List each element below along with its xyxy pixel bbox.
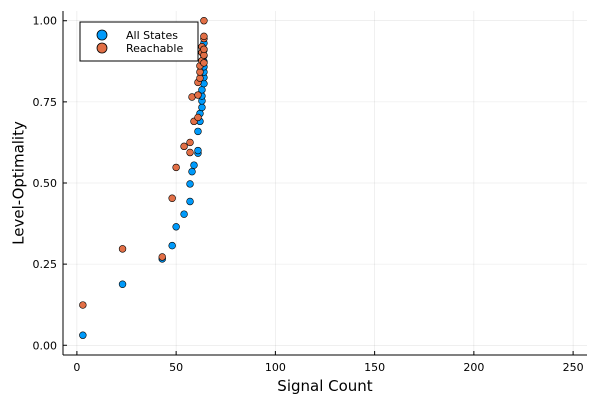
data-point (194, 91, 202, 99)
data-points (79, 17, 208, 339)
x-tick-label: 50 (169, 361, 183, 374)
data-point (200, 59, 208, 67)
data-point (186, 197, 194, 206)
data-point (79, 331, 87, 339)
data-point (168, 194, 176, 202)
data-point (186, 180, 194, 188)
legend: All States Reachable (79, 21, 199, 62)
series-all-states (79, 39, 208, 339)
data-point (188, 167, 196, 176)
y-tick-label: 0.00 (33, 339, 58, 352)
data-point (194, 113, 202, 122)
legend-box (79, 21, 199, 62)
legend-marker-all-states (96, 29, 108, 41)
data-point (194, 127, 202, 136)
grid-lines (63, 11, 587, 355)
legend-label-all-states: All States (126, 29, 178, 42)
data-point (158, 253, 166, 261)
x-tick-label: 100 (265, 361, 286, 374)
data-point (196, 68, 204, 76)
x-tick-label: 200 (463, 361, 484, 374)
y-tick-label: 1.00 (33, 15, 58, 28)
data-point (198, 103, 206, 112)
data-point (172, 223, 180, 231)
series-reachable (79, 17, 208, 309)
x-tick-label: 0 (73, 361, 80, 374)
data-point (168, 241, 176, 250)
legend-marker-reachable (96, 42, 108, 54)
data-point (172, 163, 180, 172)
data-point (186, 148, 194, 157)
y-tick-label: 0.75 (33, 96, 58, 109)
y-tick-label: 0.25 (33, 258, 58, 271)
data-point (200, 45, 208, 53)
data-point (180, 142, 188, 151)
data-point (194, 146, 202, 155)
data-point (200, 32, 208, 41)
data-point (190, 161, 198, 169)
x-axis-ticks: 0 50 100 150 200 250 (73, 351, 584, 374)
x-axis-title: Signal Count (277, 377, 373, 395)
data-point (196, 74, 204, 82)
y-axis-title: Level-Optimality (9, 121, 27, 245)
data-point (118, 245, 127, 253)
data-point (180, 210, 188, 218)
y-tick-label: 0.50 (33, 177, 58, 190)
data-point (200, 17, 208, 25)
legend-label-reachable: Reachable (126, 42, 183, 55)
x-tick-label: 250 (563, 361, 584, 374)
y-axis-ticks: 0.00 0.25 0.50 0.75 1.00 (33, 15, 67, 352)
data-point (118, 280, 127, 288)
data-point (79, 301, 87, 309)
x-tick-label: 150 (364, 361, 385, 374)
data-point (186, 138, 194, 147)
